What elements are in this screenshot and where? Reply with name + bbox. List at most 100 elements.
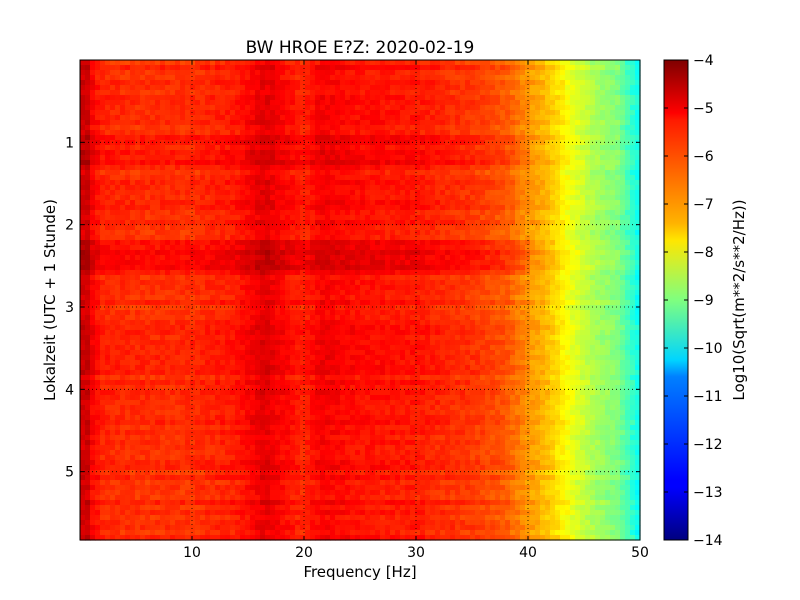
heatmap-cell (560, 175, 566, 181)
heatmap-cell (290, 105, 296, 111)
heatmap-cell (310, 215, 316, 221)
heatmap-cell (390, 230, 396, 236)
heatmap-cell (300, 105, 306, 111)
heatmap-cell (495, 85, 501, 91)
heatmap-cell (620, 170, 626, 176)
heatmap-cell (120, 120, 126, 126)
heatmap-cell (455, 225, 461, 231)
heatmap-cell (290, 95, 296, 101)
heatmap-cell (445, 190, 451, 196)
heatmap-cell (145, 230, 151, 236)
heatmap-cell (375, 200, 381, 206)
heatmap-cell (395, 95, 401, 101)
heatmap-cell (190, 70, 196, 76)
heatmap-cell (570, 110, 576, 116)
heatmap-cell (635, 175, 641, 181)
heatmap-cell (410, 65, 416, 71)
heatmap-cell (410, 215, 416, 221)
heatmap-cell (620, 200, 626, 206)
heatmap-cell (575, 105, 581, 111)
heatmap-cell (530, 135, 536, 141)
heatmap-cell (590, 175, 596, 181)
heatmap-cell (340, 250, 346, 256)
heatmap-cell (490, 265, 496, 271)
heatmap-cell (370, 85, 376, 91)
heatmap-cell (195, 65, 201, 71)
heatmap-cell (215, 145, 221, 151)
heatmap-cell (355, 130, 361, 136)
heatmap-cell (610, 65, 616, 71)
heatmap-cell (320, 100, 326, 106)
heatmap-cell (135, 65, 141, 71)
heatmap-cell (605, 200, 611, 206)
heatmap-cell (330, 135, 336, 141)
heatmap-cell (125, 280, 131, 286)
heatmap-cell (485, 230, 491, 236)
heatmap-cell (160, 130, 166, 136)
heatmap-cell (300, 275, 306, 281)
heatmap-cell (215, 170, 221, 176)
heatmap-cell (385, 140, 391, 146)
heatmap-cell (475, 125, 481, 131)
heatmap-cell (350, 100, 356, 106)
heatmap-cell (125, 80, 131, 86)
heatmap-cell (380, 105, 386, 111)
heatmap-cell (90, 80, 96, 86)
heatmap-cell (95, 95, 101, 101)
heatmap-cell (550, 125, 556, 131)
heatmap-cell (265, 105, 271, 111)
heatmap-cell (155, 205, 161, 211)
heatmap-cell (140, 240, 146, 246)
heatmap-cell (340, 275, 346, 281)
heatmap-cell (340, 145, 346, 151)
heatmap-cell (240, 260, 246, 266)
heatmap-cell (465, 180, 471, 186)
heatmap-cell (570, 80, 576, 86)
heatmap-cell (470, 145, 476, 151)
heatmap-cell (495, 175, 501, 181)
heatmap-cell (420, 275, 426, 281)
heatmap-cell (500, 120, 506, 126)
heatmap-cell (480, 200, 486, 206)
heatmap-cell (135, 105, 141, 111)
heatmap-cell (165, 130, 171, 136)
heatmap-cell (630, 185, 636, 191)
heatmap-cell (275, 220, 281, 226)
heatmap-cell (485, 60, 491, 66)
heatmap-cell (625, 85, 631, 91)
heatmap-cell (120, 275, 126, 281)
heatmap-cell (135, 245, 141, 251)
heatmap-cell (470, 140, 476, 146)
heatmap-cell (200, 205, 206, 211)
heatmap-cell (305, 65, 311, 71)
heatmap-cell (595, 195, 601, 201)
heatmap-cell (630, 100, 636, 106)
heatmap-cell (140, 265, 146, 271)
heatmap-cell (435, 240, 441, 246)
heatmap-cell (345, 240, 351, 246)
heatmap-cell (345, 100, 351, 106)
heatmap-cell (395, 140, 401, 146)
heatmap-cell (360, 205, 366, 211)
heatmap-cell (585, 185, 591, 191)
heatmap-cell (185, 220, 191, 226)
heatmap-cell (270, 95, 276, 101)
heatmap-cell (310, 255, 316, 261)
heatmap-cell (580, 185, 586, 191)
heatmap-cell (160, 210, 166, 216)
heatmap-cell (165, 210, 171, 216)
heatmap-cell (530, 105, 536, 111)
heatmap-cell (445, 270, 451, 276)
heatmap-cell (630, 260, 636, 266)
heatmap-cell (260, 255, 266, 261)
heatmap-cell (400, 200, 406, 206)
heatmap-cell (525, 115, 531, 121)
heatmap-cell (380, 170, 386, 176)
heatmap-cell (345, 220, 351, 226)
heatmap-cell (435, 165, 441, 171)
heatmap-cell (170, 245, 176, 251)
heatmap-cell (185, 280, 191, 286)
heatmap-cell (305, 205, 311, 211)
heatmap-cell (115, 120, 121, 126)
heatmap-cell (600, 260, 606, 266)
